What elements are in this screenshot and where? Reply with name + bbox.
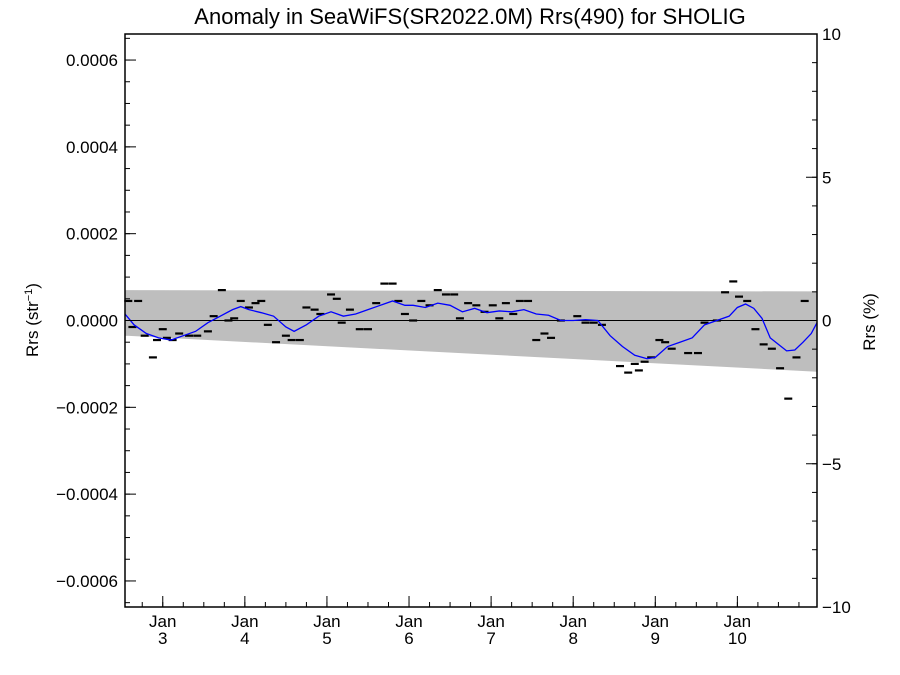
y-tick-label-right: −10 <box>822 598 851 617</box>
x-tick-label-month: Jan <box>395 612 422 631</box>
x-tick-label-day: 3 <box>158 629 167 648</box>
y-tick-label-left: 0.0006 <box>66 51 118 70</box>
x-tick-label-day: 4 <box>240 629 249 648</box>
chart-title: Anomaly in SeaWiFS(SR2022.0M) Rrs(490) f… <box>194 4 745 29</box>
y-tick-label-right: −5 <box>822 455 841 474</box>
y-tick-label-left: 0.0004 <box>66 138 118 157</box>
x-tick-label-day: 9 <box>651 629 660 648</box>
x-tick-label-day: 5 <box>322 629 331 648</box>
x-tick-label-day: 8 <box>568 629 577 648</box>
x-tick-label-month: Jan <box>149 612 176 631</box>
y-tick-label-left: −0.0004 <box>56 485 118 504</box>
y-tick-label-left: 0.0002 <box>66 225 118 244</box>
y-axis-label-right: Rrs (%) <box>860 293 879 351</box>
x-tick-label-day: 7 <box>486 629 495 648</box>
x-tick-label-day: 6 <box>404 629 413 648</box>
y-tick-label-right: 10 <box>822 25 841 44</box>
x-tick-label-month: Jan <box>477 612 504 631</box>
x-tick-label-month: Jan <box>231 612 258 631</box>
x-tick-label-month: Jan <box>724 612 751 631</box>
smoothed-series-line <box>124 300 818 360</box>
y-tick-label-left: 0.0000 <box>66 312 118 331</box>
y-axis-label-left: Rrs (str−1) <box>23 283 42 357</box>
x-tick-label-month: Jan <box>313 612 340 631</box>
x-tick-label-day: 10 <box>728 629 747 648</box>
x-tick-label-month: Jan <box>642 612 669 631</box>
y-tick-label-right: 0 <box>822 312 831 331</box>
y-tick-label-left: −0.0006 <box>56 572 118 591</box>
y-tick-label-left: −0.0002 <box>56 398 118 417</box>
y-tick-label-right: 5 <box>822 168 831 187</box>
x-tick-label-month: Jan <box>559 612 586 631</box>
uncertainty-band <box>125 290 817 372</box>
